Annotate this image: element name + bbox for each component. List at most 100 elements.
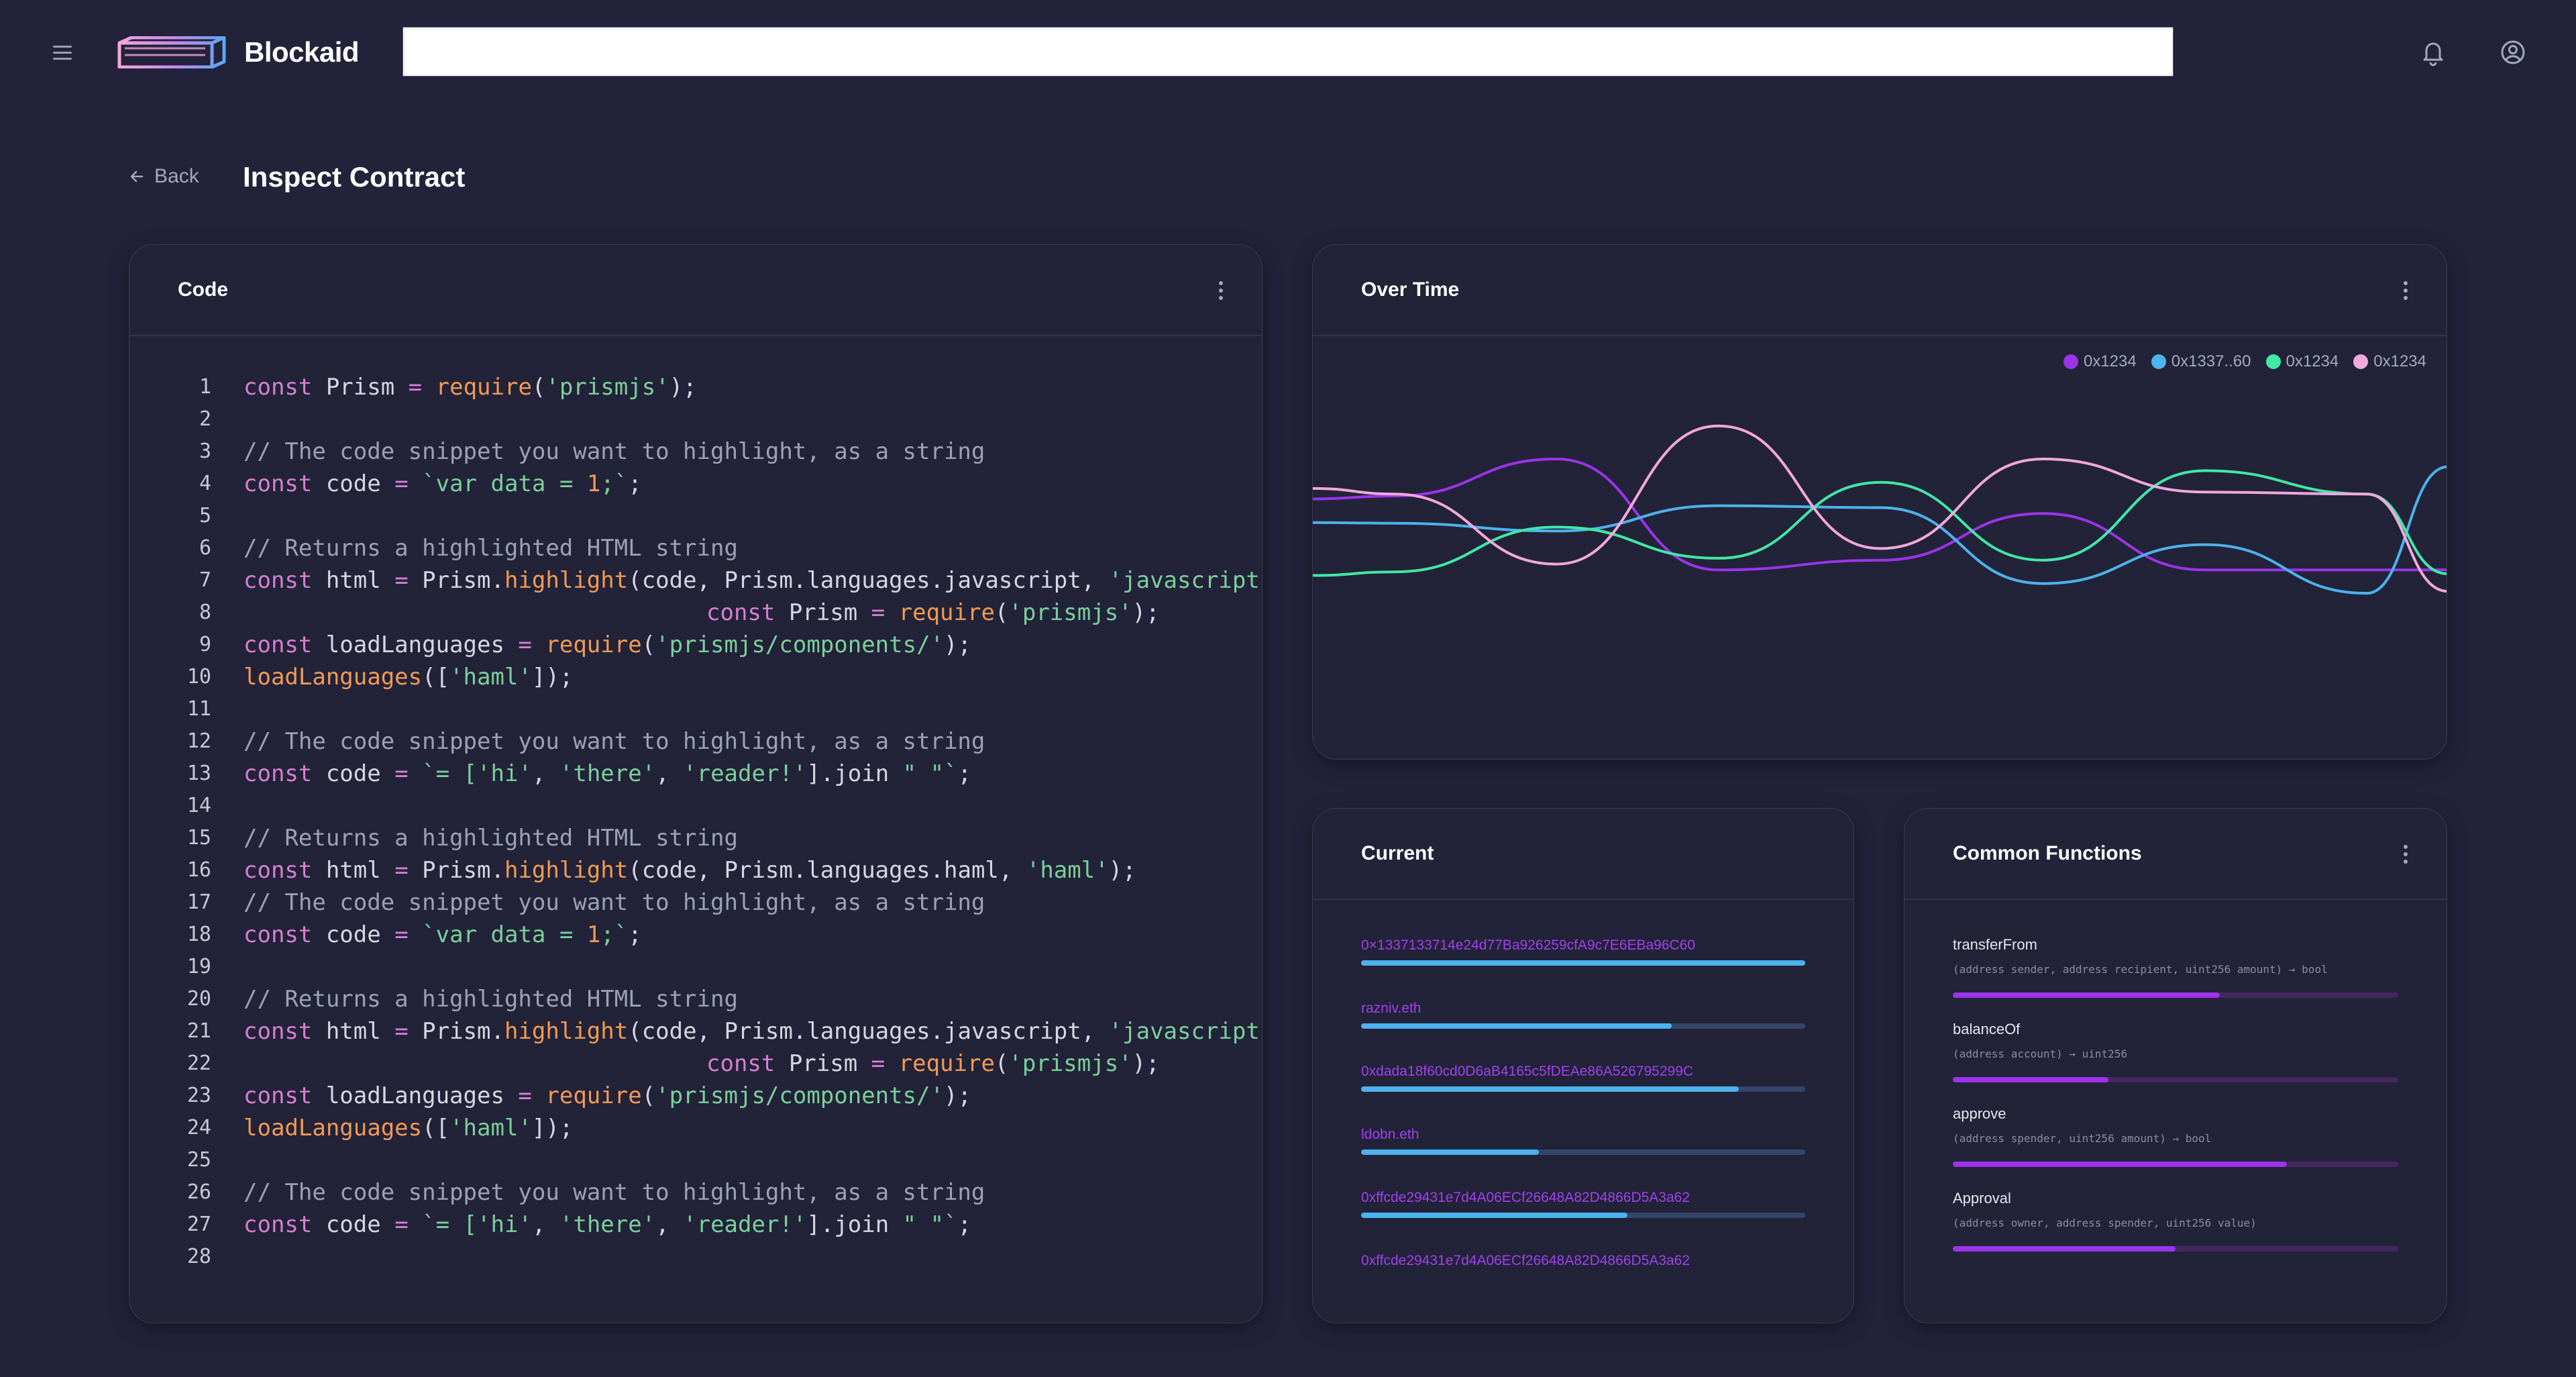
- legend-item[interactable]: 0x1234: [2063, 352, 2137, 371]
- code-token: =: [394, 921, 409, 948]
- code-line: 17 // The code snippet you want to highli…: [129, 886, 1262, 919]
- search-input[interactable]: [403, 28, 2173, 76]
- line-number: 22: [186, 1052, 211, 1075]
- code-line: 23 const loadLanguages = require('prismjs…: [129, 1080, 1262, 1112]
- code-line: 20 // Returns a highlighted HTML string: [129, 983, 1262, 1015]
- code-line: 21 const html = Prism.highlight(code, Pri…: [129, 1015, 1262, 1048]
- current-list-item[interactable]: 0xffcde29431e7d4A06ECf26648A82D4866D5A3a…: [1361, 1253, 1805, 1269]
- code-text: // The code snippet you want to highligh…: [244, 1176, 985, 1209]
- series-line: [1313, 469, 2447, 577]
- current-card: Current 0×1337133714e24d77Ba926259cfA9c7…: [1312, 808, 1854, 1323]
- code-token: highlight: [504, 857, 629, 884]
- line-number: 11: [186, 697, 211, 721]
- code-line: 24 loadLanguages(['haml']);: [129, 1112, 1262, 1144]
- code-token: // The code snippet you want to highligh…: [244, 728, 985, 755]
- code-token: Prism: [775, 599, 871, 626]
- common-functions-more-options-icon[interactable]: [2396, 842, 2416, 866]
- code-token: ,: [655, 1211, 684, 1238]
- line-number: 13: [186, 762, 211, 785]
- code-token: 1: [586, 921, 601, 948]
- code-token: const: [244, 470, 313, 497]
- legend-item[interactable]: 0x1234: [2353, 352, 2426, 371]
- current-list-item[interactable]: 0xdada18f60cd0D6aB4165c5fDEAe86A52679529…: [1361, 1064, 1805, 1092]
- function-list-item[interactable]: transferFrom (address sender, address rec…: [1953, 936, 2398, 998]
- address-label[interactable]: 0xffcde29431e7d4A06ECf26648A82D4866D5A3a…: [1361, 1190, 1690, 1205]
- code-token: =: [871, 1050, 885, 1077]
- function-signature: (address account) → uint256: [1953, 1048, 2128, 1060]
- hamburger-menu-icon[interactable]: [51, 41, 74, 64]
- search-bar[interactable]: [402, 27, 2174, 76]
- back-button[interactable]: Back: [129, 165, 199, 188]
- address-label[interactable]: razniv.eth: [1361, 1001, 1421, 1016]
- code-token: );: [944, 631, 971, 658]
- function-list-item[interactable]: approve (address spender, uint256 amount)…: [1953, 1105, 2398, 1167]
- current-list-item[interactable]: 0xffcde29431e7d4A06ECf26648A82D4866D5A3a…: [1361, 1190, 1805, 1218]
- address-label[interactable]: 0xdada18f60cd0D6aB4165c5fDEAe86A52679529…: [1361, 1064, 1694, 1079]
- brand-logo[interactable]: Blockaid: [117, 34, 360, 71]
- address-label[interactable]: 0xffcde29431e7d4A06ECf26648A82D4866D5A3a…: [1361, 1253, 1690, 1268]
- code-token: ;: [957, 1211, 972, 1238]
- code-text: // The code snippet you want to highligh…: [244, 725, 985, 758]
- function-list-item[interactable]: Approval (address owner, address spender,…: [1953, 1190, 2398, 1252]
- legend-dot-icon: [2063, 354, 2078, 369]
- code-line: 1 const Prism = require('prismjs');: [129, 371, 1262, 403]
- code-line: 2: [129, 403, 1262, 436]
- code-text: const Prism = require('prismjs');: [706, 1048, 1160, 1080]
- code-line: 25: [129, 1144, 1262, 1176]
- over-time-more-options-icon[interactable]: [2396, 278, 2416, 303]
- function-name: approve: [1953, 1105, 2006, 1122]
- code-card-more-options-icon[interactable]: [1211, 278, 1231, 303]
- code-token: );: [1132, 1050, 1160, 1077]
- code-text: const Prism = require('prismjs');: [706, 597, 1160, 629]
- code-token: const: [244, 1211, 313, 1238]
- current-list-item[interactable]: razniv.eth: [1361, 1001, 1805, 1029]
- function-name: Approval: [1953, 1190, 2011, 1207]
- code-token: =: [394, 567, 409, 594]
- code-token: [422, 374, 435, 401]
- code-viewer[interactable]: 1 const Prism = require('prismjs'); 2 3// T…: [129, 336, 1262, 1323]
- line-number: 8: [199, 601, 211, 624]
- code-token: html: [312, 857, 395, 884]
- common-functions-card: Common Functions transferFrom (address se…: [1904, 808, 2447, 1323]
- code-line: 19: [129, 951, 1262, 983]
- line-number: 14: [186, 794, 211, 817]
- line-number: 24: [186, 1116, 211, 1139]
- code-text: const code = `= ['hi', 'there', 'reader!…: [244, 1209, 971, 1241]
- address-label[interactable]: ldobn.eth: [1361, 1127, 1419, 1142]
- bell-icon[interactable]: [2417, 36, 2449, 68]
- legend-label: 0x1234: [2286, 352, 2339, 370]
- code-token: [532, 631, 545, 658]
- legend-item[interactable]: 0x1234: [2265, 352, 2339, 371]
- code-token: code: [312, 470, 395, 497]
- legend-item[interactable]: 0x1337..60: [2151, 352, 2251, 371]
- current-list-item[interactable]: 0×1337133714e24d77Ba926259cfA9c7E6EBa96C…: [1361, 937, 1805, 966]
- code-text: const html = Prism.highlight(code, Prism…: [244, 854, 1136, 886]
- code-token: =: [394, 470, 409, 497]
- code-token: `var data =: [422, 921, 587, 948]
- code-token: // Returns a highlighted HTML string: [244, 986, 738, 1013]
- address-label[interactable]: 0×1337133714e24d77Ba926259cfA9c7E6EBa96C…: [1361, 937, 1696, 953]
- code-text: const html = Prism.highlight(code, Prism…: [244, 564, 1262, 597]
- line-number: 21: [186, 1019, 211, 1043]
- code-text: const html = Prism.highlight(code, Prism…: [244, 1015, 1262, 1048]
- code-token: const: [244, 1018, 313, 1045]
- code-token: Prism: [775, 1050, 871, 1077]
- function-list-item[interactable]: balanceOf (address account) → uint256: [1953, 1021, 2398, 1082]
- code-token: // The code snippet you want to highligh…: [244, 438, 985, 465]
- progress-track: [1361, 1023, 1805, 1029]
- line-number: 4: [199, 472, 211, 495]
- line-number: 23: [186, 1084, 211, 1107]
- code-token: ]);: [531, 1115, 574, 1141]
- code-token: 'there': [559, 1211, 656, 1238]
- brand-name: Blockaid: [244, 36, 360, 68]
- legend-dot-icon: [2151, 354, 2166, 369]
- code-token: 'prismjs': [1008, 599, 1132, 626]
- code-token: highlight: [504, 567, 629, 594]
- code-line: 13 const code = `= ['hi', 'there', 'reade…: [129, 758, 1262, 790]
- function-signature: (address sender, address recipient, uint…: [1953, 963, 2328, 976]
- code-token: ,: [531, 1211, 559, 1238]
- user-account-icon[interactable]: [2497, 36, 2529, 68]
- code-text: const code = `var data = 1;`;: [244, 468, 642, 500]
- line-number: 25: [186, 1148, 211, 1172]
- current-list-item[interactable]: ldobn.eth: [1361, 1127, 1805, 1155]
